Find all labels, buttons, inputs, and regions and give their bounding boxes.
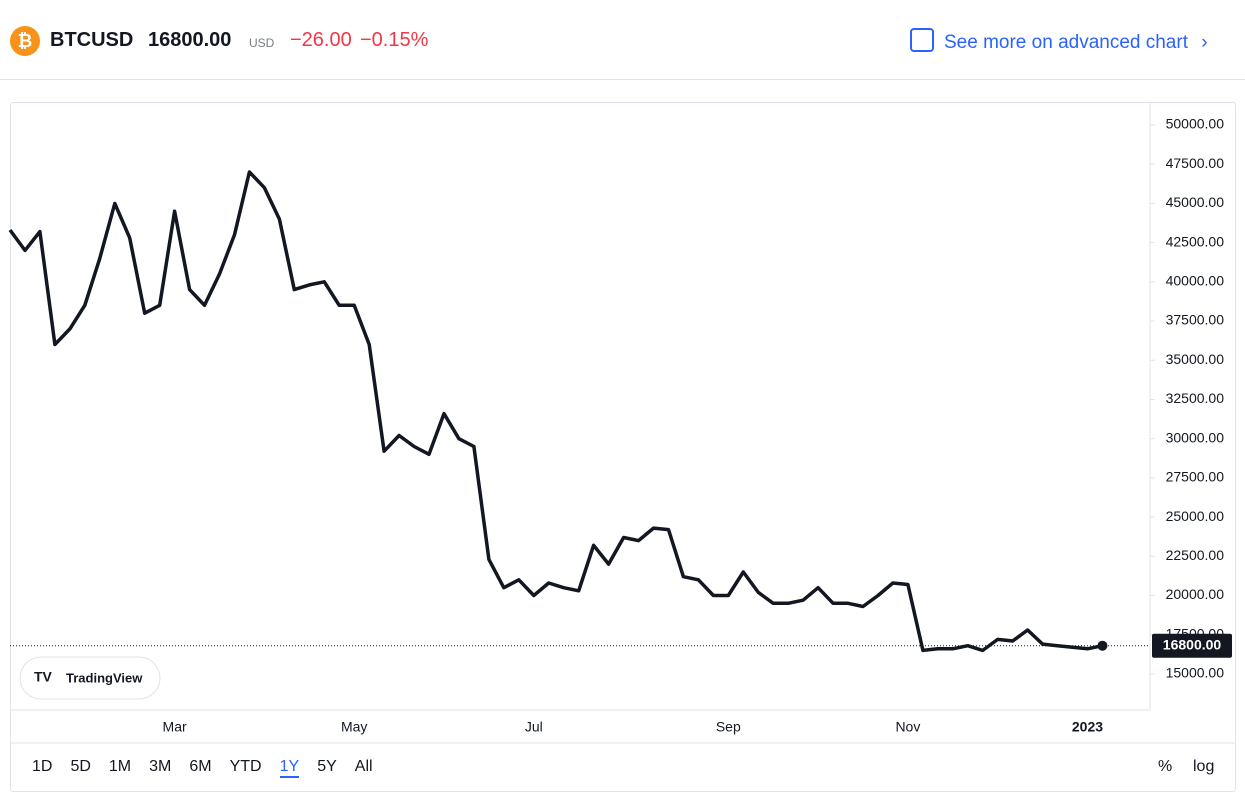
y-tick-label: 20000.00 bbox=[1166, 586, 1225, 602]
y-tick-label: 47500.00 bbox=[1166, 155, 1225, 171]
x-tick-label: 2023 bbox=[1072, 719, 1103, 735]
last-price-box bbox=[1152, 633, 1232, 658]
range-button[interactable]: YTD bbox=[229, 758, 262, 775]
x-tick-label: May bbox=[341, 719, 367, 735]
y-tick-label: 27500.00 bbox=[1166, 469, 1225, 485]
range-button[interactable]: 5Y bbox=[317, 758, 337, 775]
logo-text: TradingView bbox=[66, 670, 143, 685]
last-point bbox=[1097, 640, 1108, 651]
range-button[interactable]: 1M bbox=[108, 758, 132, 775]
range-button[interactable]: 3M bbox=[149, 758, 172, 775]
y-tick-label: 42500.00 bbox=[1166, 233, 1225, 249]
range-button[interactable]: 1D bbox=[32, 758, 53, 775]
range-toolbar: 1D 5D 1M 3M 6M YTD 1Y 5Y All% log bbox=[10, 744, 1235, 790]
y-tick-label: 50000.00 bbox=[1166, 116, 1225, 132]
link-text[interactable]: See more on advanced chart bbox=[944, 32, 1188, 53]
logo-badge bbox=[19, 656, 161, 700]
price: 16800.00 bbox=[148, 29, 232, 51]
y-tick-label: 30000.00 bbox=[1166, 429, 1225, 445]
y-tick-label: 15000.00 bbox=[1166, 665, 1225, 681]
log-toggle[interactable]: log bbox=[1193, 758, 1215, 775]
range-button[interactable]: 6M bbox=[189, 758, 212, 775]
y-tick-label: 37500.00 bbox=[1166, 312, 1225, 328]
currency: USD bbox=[249, 36, 275, 50]
x-tick-label: Jul bbox=[525, 719, 543, 735]
advanced-chart-link[interactable]: See more on advanced chart › bbox=[910, 28, 1208, 54]
price-line bbox=[8, 170, 1103, 653]
chart-frame bbox=[10, 102, 1236, 792]
symbol: BTCUSD bbox=[50, 29, 134, 51]
x-tick-label: Mar bbox=[163, 719, 187, 735]
y-tick-label: 22500.00 bbox=[1166, 547, 1225, 563]
range-button[interactable]: All bbox=[354, 758, 373, 775]
percent-toggle[interactable]: % bbox=[1158, 758, 1173, 775]
btc-icon: ₿ bbox=[10, 26, 40, 56]
last-price-label: 16800.00 bbox=[1163, 636, 1222, 652]
y-tick-label: 25000.00 bbox=[1166, 508, 1225, 524]
x-tick-label: Sep bbox=[716, 719, 741, 735]
logo-mark: TV bbox=[34, 669, 53, 685]
y-tick-label: 45000.00 bbox=[1166, 194, 1225, 210]
y-tick-label: 35000.00 bbox=[1166, 351, 1225, 367]
y-tick-label: 40000.00 bbox=[1166, 273, 1225, 289]
range-button[interactable]: 5D bbox=[70, 758, 91, 775]
y-tick-label: 32500.00 bbox=[1166, 390, 1225, 406]
change-percent: −0.15% bbox=[360, 29, 429, 51]
range-button[interactable]: 1Y bbox=[279, 758, 300, 778]
x-tick-label: Nov bbox=[895, 719, 920, 735]
change: −26.00 bbox=[290, 29, 352, 51]
header: ₿ BTCUSD 16800.00 USD −26.00 −0.15% See … bbox=[0, 0, 1245, 80]
